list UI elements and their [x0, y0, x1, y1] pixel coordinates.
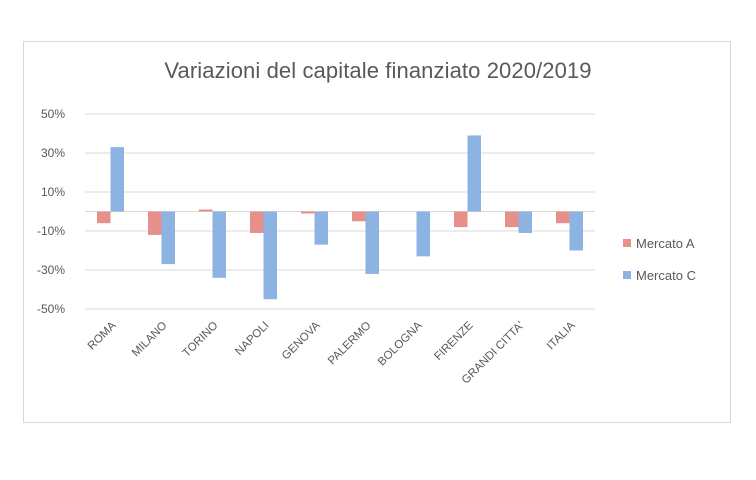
- bar-mercato-c: [263, 211, 277, 300]
- legend-label: Mercato A: [636, 235, 695, 251]
- bar-mercato-c: [110, 147, 124, 212]
- bar-mercato-c: [467, 135, 481, 212]
- legend-item: Mercato A: [623, 232, 696, 254]
- chart-legend: Mercato A Mercato C: [623, 232, 696, 296]
- bar-mercato-c: [365, 211, 379, 274]
- x-category-label: PALERMO: [326, 320, 374, 368]
- x-category-label: NAPOLI: [233, 320, 271, 358]
- x-category-label: TORINO: [181, 320, 221, 360]
- legend-label: Mercato C: [636, 267, 696, 283]
- y-tick-label: -50%: [37, 302, 65, 316]
- bar-mercato-a: [148, 211, 162, 235]
- legend-swatch-icon: [623, 239, 631, 247]
- bar-mercato-a: [250, 211, 264, 233]
- x-category-label: GENOVA: [280, 319, 323, 362]
- y-tick-label: -10%: [37, 224, 65, 238]
- bar-mercato-a: [454, 211, 468, 228]
- x-category-label: BOLOGNA: [376, 319, 425, 368]
- bar-mercato-c: [212, 211, 226, 278]
- y-tick-label: 50%: [41, 107, 65, 121]
- x-category-label: ROMA: [86, 319, 119, 352]
- legend-swatch-icon: [623, 271, 631, 279]
- bar-mercato-a: [505, 211, 519, 228]
- bar-mercato-a: [97, 211, 111, 224]
- bar-mercato-a: [301, 211, 315, 214]
- bar-mercato-c: [416, 211, 430, 257]
- x-category-label: MILANO: [130, 320, 170, 360]
- bar-mercato-c: [569, 211, 583, 251]
- bar-mercato-a: [199, 209, 213, 212]
- y-tick-label: 10%: [41, 185, 65, 199]
- legend-item: Mercato C: [623, 264, 696, 286]
- bar-mercato-a: [556, 211, 570, 224]
- bar-mercato-c: [314, 211, 328, 245]
- bar-mercato-a: [352, 211, 366, 222]
- x-category-label: ITALIA: [545, 319, 578, 352]
- x-category-label: FIRENZE: [432, 319, 476, 363]
- chart-title: Variazioni del capitale finanziato 2020/…: [164, 58, 592, 83]
- bar-mercato-c: [518, 211, 532, 233]
- y-tick-label: -30%: [37, 263, 65, 277]
- bar-mercato-c: [161, 211, 175, 265]
- y-tick-label: 30%: [41, 146, 65, 160]
